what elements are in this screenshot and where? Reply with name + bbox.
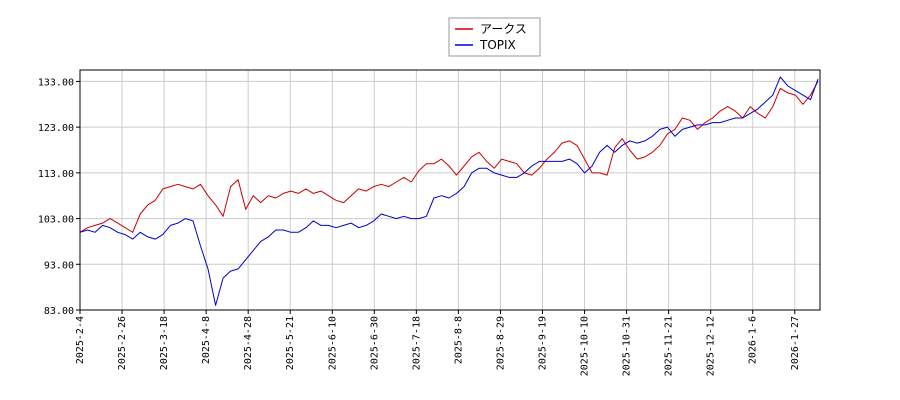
x-tick-label: 2025-10-31 <box>622 316 633 376</box>
y-tick-label: 93.00 <box>44 260 74 271</box>
y-tick-label: 103.00 <box>38 215 74 226</box>
x-tick-label: 2025-7-18 <box>411 316 422 370</box>
y-tick-label: 83.00 <box>44 306 74 317</box>
plot-frame <box>79 69 821 311</box>
series-line-topix <box>79 76 819 306</box>
x-tick-label: 2025-4-8 <box>201 316 212 364</box>
x-tick-label: 2025-6-10 <box>327 316 338 370</box>
x-tick-label: 2025-11-21 <box>664 316 675 376</box>
x-tick-label: 2025-10-10 <box>580 316 591 376</box>
x-tick-label: 2025-8-29 <box>495 316 506 370</box>
x-tick-label: 2025-4-28 <box>243 316 254 370</box>
x-tick-label: 2025-2-4 <box>75 316 86 364</box>
y-tick-label: 113.00 <box>38 169 74 180</box>
legend: アークス TOPIX <box>448 17 541 57</box>
legend-box <box>448 17 541 57</box>
y-axis: 83.00 93.00 103.00 113.00 123.00 133.00 <box>38 77 80 317</box>
x-tick-label: 2026-1-6 <box>748 316 759 364</box>
legend-label-topix: TOPIX <box>479 38 516 52</box>
x-tick-label: 2025-12-12 <box>706 316 717 376</box>
y-tick-label: 123.00 <box>38 123 74 134</box>
x-tick-label: 2025-3-18 <box>159 316 170 370</box>
x-tick-label: 2026-1-27 <box>790 316 801 370</box>
x-axis: 2025-2-4 2025-2-26 2025-3-18 2025-4-8 2025-4… <box>75 310 801 376</box>
series-layer <box>79 76 819 306</box>
x-tick-label: 2025-2-26 <box>117 316 128 370</box>
x-tick-label: 2025-6-30 <box>369 316 380 370</box>
series-line-arcs <box>79 81 819 233</box>
x-tick-label: 2025-9-19 <box>538 316 549 370</box>
legend-label-arcs: アークス <box>480 22 527 36</box>
y-tick-label: 133.00 <box>38 77 74 88</box>
x-tick-label: 2025-8-8 <box>453 316 464 364</box>
x-tick-label: 2025-5-21 <box>285 316 296 370</box>
grid-lines <box>79 70 820 311</box>
